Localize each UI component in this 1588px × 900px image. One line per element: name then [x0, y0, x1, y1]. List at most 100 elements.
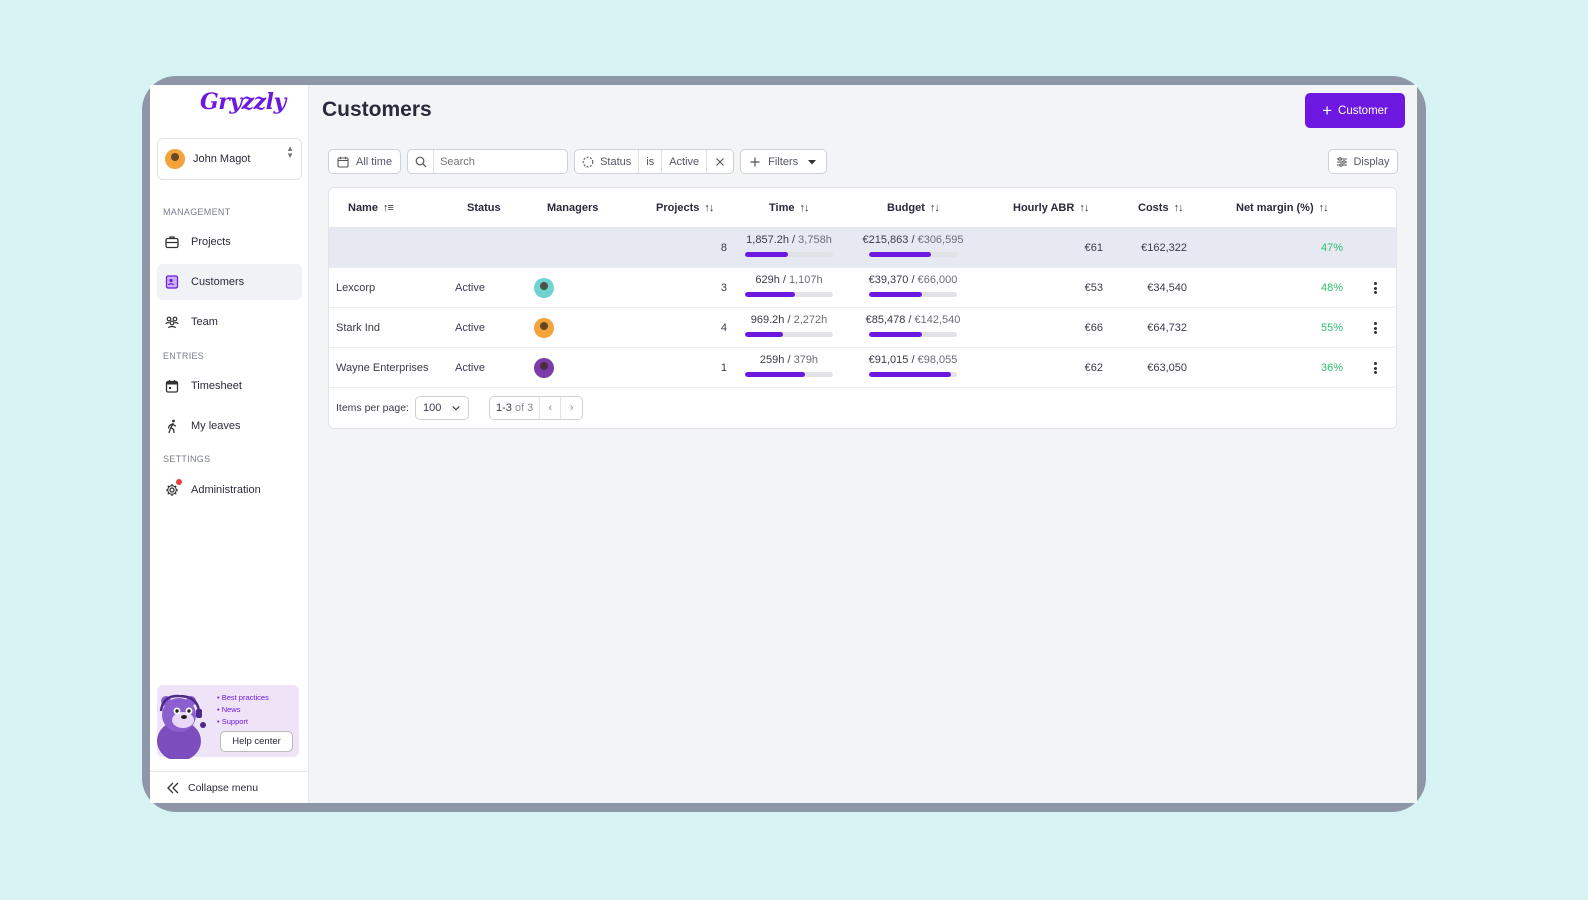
sidebar-item-label: My leaves [191, 420, 241, 432]
column-header-costs[interactable]: Costs ↑↓ [1138, 202, 1184, 214]
sidebar-item-projects[interactable]: Projects [157, 224, 302, 260]
sidebar-item-label: Team [191, 316, 218, 328]
column-header-hourly-abr[interactable]: Hourly ABR ↑↓ [1013, 202, 1089, 214]
date-filter-button[interactable]: All time [328, 149, 402, 174]
search-input[interactable] [434, 155, 555, 168]
help-link-support[interactable]: • Support [217, 717, 248, 726]
customer-budget: €85,478 / €142,540 [853, 314, 973, 337]
date-filter-label: All time [356, 155, 393, 168]
display-button[interactable]: Display [1328, 149, 1398, 174]
pagination: Items per page: 100 1-3 of 3 ‹ › [329, 388, 1396, 428]
remove-filter-button[interactable] [707, 150, 733, 173]
column-header-net-margin[interactable]: Net margin (%) ↑↓ [1236, 202, 1329, 214]
column-header-name[interactable]: Name ↑≡ [348, 202, 394, 214]
sidebar: Gryzzly John Magot ▲ ▼ MANAGEMENT Project… [150, 85, 309, 803]
customer-abr: €66 [1084, 322, 1103, 334]
plus-icon [750, 157, 760, 166]
briefcase-icon [165, 235, 179, 249]
user-name: John Magot [193, 153, 251, 165]
table-row[interactable]: Stark Ind Active 4 969.2h / 2,272h €85,4… [329, 308, 1396, 348]
manager-avatar[interactable] [534, 318, 554, 338]
totals-row: 8 1,857.2h / 3,758h €215,863 / €306,595 … [329, 228, 1396, 268]
dashed-circle-icon [582, 156, 594, 167]
chevron-down-icon [452, 405, 460, 411]
chevrons-left-icon [166, 781, 180, 795]
customer-costs: €64,732 [1147, 322, 1187, 334]
section-label-entries: ENTRIES [163, 351, 205, 361]
total-costs: €162,322 [1141, 242, 1187, 254]
customer-status: Active [455, 282, 485, 294]
sidebar-item-timesheet[interactable]: Timesheet [157, 368, 302, 404]
sidebar-item-label: Projects [191, 236, 231, 248]
status-filter-operator[interactable]: is [639, 150, 663, 173]
customer-margin: 48% [1320, 282, 1343, 294]
customer-time: 629h / 1,107h [729, 274, 849, 297]
help-card: • Best practices • News • Support Help c… [157, 685, 299, 759]
budget-progress-bar [869, 292, 957, 297]
sort-icon: ↑↓ [1173, 202, 1184, 214]
customers-table: Name ↑≡ Status Managers Projects ↑↓ Time ↑↓… [328, 187, 1397, 429]
add-customer-label: Customer [1338, 104, 1388, 117]
filters-button[interactable]: Filters [740, 149, 828, 174]
notification-dot [176, 479, 182, 485]
user-switcher[interactable]: John Magot ▲ ▼ [157, 138, 302, 180]
sidebar-item-customers[interactable]: Customers [157, 264, 302, 300]
sidebar-item-administration[interactable]: Administration [157, 472, 302, 508]
help-link-best-practices[interactable]: • Best practices [217, 693, 269, 702]
gear-icon [165, 479, 182, 497]
page-navigator: 1-3 of 3 ‹ › [488, 396, 584, 420]
customer-name[interactable]: Lexcorp [336, 282, 376, 294]
add-customer-button[interactable]: + Customer [1305, 93, 1405, 128]
sidebar-item-label: Customers [191, 276, 245, 288]
prev-page-button[interactable]: ‹ [540, 397, 562, 419]
help-link-news[interactable]: • News [217, 705, 241, 714]
sort-icon: ↑↓ [929, 202, 940, 214]
app-logo[interactable]: Gryzzly [200, 89, 286, 115]
table-row[interactable]: Lexcorp Active 3 629h / 1,107h €39,370 /… [329, 268, 1396, 308]
column-header-time[interactable]: Time ↑↓ [769, 202, 809, 214]
help-center-button[interactable]: Help center [220, 731, 293, 752]
sidebar-item-team[interactable]: Team [157, 304, 302, 340]
page-range: 1-3 of 3 [490, 397, 541, 419]
chevron-updown-icon: ▲ ▼ [286, 144, 294, 160]
column-header-managers: Managers [547, 202, 599, 214]
items-per-page-select[interactable]: 100 [414, 396, 469, 420]
budget-progress-bar [869, 372, 957, 377]
customer-budget: €91,015 / €98,055 [853, 354, 973, 377]
sidebar-item-my-leaves[interactable]: My leaves [157, 408, 302, 444]
user-avatar [165, 149, 185, 169]
column-header-projects[interactable]: Projects ↑↓ [656, 202, 714, 214]
budget-progress-bar [869, 252, 957, 257]
customer-time: 259h / 379h [729, 354, 849, 377]
row-menu-icon[interactable] [1369, 320, 1381, 336]
next-page-button[interactable]: › [561, 397, 582, 419]
customer-costs: €63,050 [1147, 362, 1187, 374]
customer-abr: €53 [1084, 282, 1103, 294]
collapse-menu-button[interactable]: Collapse menu [150, 771, 309, 803]
row-menu-icon[interactable] [1369, 360, 1381, 376]
caret-down-icon [808, 159, 817, 164]
status-filter-chip[interactable]: Status is Active [574, 149, 735, 174]
time-progress-bar [745, 332, 833, 337]
manager-avatar[interactable] [534, 278, 554, 298]
contact-card-icon [165, 275, 179, 289]
manager-avatar[interactable] [534, 358, 554, 378]
toolbar: All time Status is Active [328, 149, 828, 174]
total-abr: €61 [1084, 242, 1103, 254]
sort-icon: ↑↓ [704, 202, 714, 214]
sort-asc-icon: ↑≡ [382, 202, 394, 214]
customer-name[interactable]: Stark Ind [336, 322, 381, 334]
row-menu-icon[interactable] [1369, 280, 1381, 296]
status-filter-value[interactable]: Active [662, 150, 708, 173]
collapse-menu-label: Collapse menu [188, 781, 259, 794]
status-filter-field[interactable]: Status [575, 150, 640, 173]
table-row[interactable]: Wayne Enterprises Active 1 259h / 379h €… [329, 348, 1396, 388]
time-progress-bar [745, 372, 833, 377]
column-header-budget[interactable]: Budget ↑↓ [887, 202, 940, 214]
app-window: Gryzzly John Magot ▲ ▼ MANAGEMENT Project… [150, 85, 1417, 803]
close-icon [716, 157, 725, 166]
customer-margin: 36% [1320, 362, 1343, 374]
customer-name[interactable]: Wayne Enterprises [336, 362, 429, 374]
customer-abr: €62 [1084, 362, 1103, 374]
sliders-icon [1337, 156, 1348, 167]
